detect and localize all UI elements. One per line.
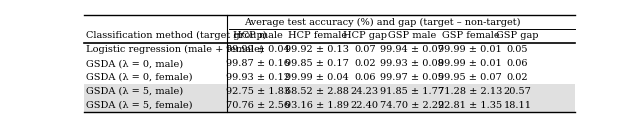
Text: GSDA (λ = 0, female): GSDA (λ = 0, female)	[86, 73, 193, 82]
Text: HCP gap: HCP gap	[342, 31, 387, 40]
Text: 99.94 ± 0.07: 99.94 ± 0.07	[380, 45, 444, 54]
Text: 0.02: 0.02	[354, 59, 376, 68]
Text: GSDA (λ = 5, female): GSDA (λ = 5, female)	[86, 101, 193, 110]
Text: Classification method (target group): Classification method (target group)	[86, 31, 267, 40]
Bar	[84, 84, 575, 98]
Text: Logistic regression (male + female): Logistic regression (male + female)	[86, 45, 264, 54]
Text: 0.07: 0.07	[354, 45, 376, 54]
Text: Average test accuracy (%) and gap (target – non-target): Average test accuracy (%) and gap (targe…	[244, 18, 520, 27]
Text: HCP female: HCP female	[287, 31, 347, 40]
Text: 22.40: 22.40	[351, 101, 379, 110]
Text: HCP male: HCP male	[233, 31, 283, 40]
Text: 99.92 ± 0.13: 99.92 ± 0.13	[285, 45, 349, 54]
Text: GSDA (λ = 5, male): GSDA (λ = 5, male)	[86, 87, 184, 96]
Text: GSP male: GSP male	[388, 31, 436, 40]
Text: 99.95 ± 0.07: 99.95 ± 0.07	[438, 73, 502, 82]
Text: 68.52 ± 2.88: 68.52 ± 2.88	[285, 87, 349, 96]
Text: GSP female: GSP female	[442, 31, 499, 40]
Text: GSDA (λ = 0, male): GSDA (λ = 0, male)	[86, 59, 184, 68]
Text: 20.57: 20.57	[504, 87, 531, 96]
Text: 71.28 ± 2.13: 71.28 ± 2.13	[438, 87, 502, 96]
Text: 0.06: 0.06	[354, 73, 376, 82]
Text: 70.76 ± 2.56: 70.76 ± 2.56	[226, 101, 290, 110]
Text: 92.81 ± 1.35: 92.81 ± 1.35	[438, 101, 502, 110]
Text: 99.85 ± 0.17: 99.85 ± 0.17	[285, 59, 349, 68]
Text: GSP gap: GSP gap	[496, 31, 539, 40]
Text: 99.99 ± 0.04: 99.99 ± 0.04	[285, 73, 349, 82]
Text: 93.16 ± 1.89: 93.16 ± 1.89	[285, 101, 349, 110]
Text: 74.70 ± 2.22: 74.70 ± 2.22	[380, 101, 444, 110]
Text: 92.75 ± 1.83: 92.75 ± 1.83	[226, 87, 290, 96]
Text: 0.02: 0.02	[507, 73, 528, 82]
Text: 18.11: 18.11	[504, 101, 531, 110]
Text: 99.99 ± 0.01: 99.99 ± 0.01	[438, 45, 502, 54]
Text: 91.85 ± 1.77: 91.85 ± 1.77	[380, 87, 444, 96]
Text: 99.99 ± 0.04: 99.99 ± 0.04	[226, 45, 290, 54]
Text: 99.87 ± 0.16: 99.87 ± 0.16	[226, 59, 290, 68]
Text: 99.93 ± 0.12: 99.93 ± 0.12	[226, 73, 290, 82]
Text: 99.93 ± 0.08: 99.93 ± 0.08	[380, 59, 444, 68]
Text: 0.05: 0.05	[507, 45, 528, 54]
Text: 24.23: 24.23	[351, 87, 379, 96]
Text: 99.97 ± 0.05: 99.97 ± 0.05	[380, 73, 444, 82]
Text: 99.99 ± 0.01: 99.99 ± 0.01	[438, 59, 502, 68]
Text: 0.06: 0.06	[507, 59, 528, 68]
Bar	[84, 98, 575, 112]
